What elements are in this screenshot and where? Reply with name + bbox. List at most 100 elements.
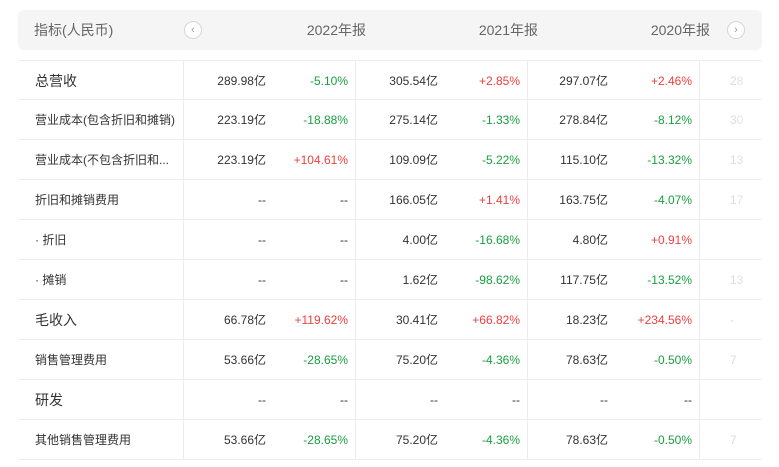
column-divider [527,380,528,419]
column-divider [699,140,700,179]
row-label: 毛收入 [35,312,77,328]
value-2021: 75.20亿 [395,353,438,367]
scroll-fade [722,100,762,139]
financial-table: 总营收 289.98亿 -5.10% 305.54亿 +2.85% 297.07亿 +2.4… [18,60,762,460]
change-2022: -- [340,273,348,287]
table-row-other-sga: 其他销售管理费用 53.66亿 -28.65% 75.20亿 -4.36% 78.63亿 -… [18,420,762,460]
scroll-fade [722,220,762,259]
table-header: 指标(人民币) ‹ 2022年报 2021年报 2020年报 › [18,10,762,50]
column-divider [183,140,184,179]
row-label: 营业成本(不包含折旧和... [35,153,169,167]
scroll-fade [722,180,762,219]
value-2020: 278.84亿 [559,113,608,127]
value-2020: 163.75亿 [559,193,608,207]
column-divider [527,220,528,259]
change-2021: -5.22% [481,153,520,167]
column-divider [699,340,700,379]
change-2022: -- [340,393,348,407]
table-row-depreciation: · 折旧 -- -- 4.00亿 -16.68% 4.80亿 +0.91% [18,220,762,260]
column-divider [183,61,184,99]
table-row-total-revenue: 总营收 289.98亿 -5.10% 305.54亿 +2.85% 297.07亿 +2.4… [18,60,762,100]
column-divider [527,61,528,99]
value-2021: 166.05亿 [389,193,438,207]
column-divider [183,180,184,219]
change-2020: +0.91% [650,233,692,247]
change-2022: -18.88% [303,113,348,127]
row-label: 总营收 [35,73,77,89]
column-divider [355,300,356,339]
value-2020: 4.80亿 [572,233,608,247]
column-divider [183,420,184,459]
change-2022: +119.62% [294,313,349,327]
column-divider [355,260,356,299]
column-divider [183,220,184,259]
scroll-fade [722,260,762,299]
row-label: 销售管理费用 [35,353,108,367]
change-2021: +1.41% [478,193,520,207]
column-divider [699,100,700,139]
column-divider [527,260,528,299]
value-2021: 275.14亿 [389,113,438,127]
row-label: 其他销售管理费用 [35,433,132,447]
change-2021: -4.36% [481,353,520,367]
value-2022: 289.98亿 [217,74,266,88]
column-divider [355,420,356,459]
value-2021: 30.41亿 [395,313,438,327]
table-row-cost-excl-da: 营业成本(不包含折旧和... 223.19亿 +104.61% 109.09亿 -5.2… [18,140,762,180]
change-2021: -- [512,393,520,407]
value-2021: 305.54亿 [389,74,438,88]
value-2022: 223.19亿 [217,113,266,127]
column-divider [527,300,528,339]
scroll-fade [722,340,762,379]
value-2020: 78.63亿 [565,353,608,367]
table-row-sga-expense: 销售管理费用 53.66亿 -28.65% 75.20亿 -4.36% 78.63亿 -0.… [18,340,762,380]
column-divider [699,300,700,339]
column-divider [355,220,356,259]
change-2022: +104.61% [293,153,348,167]
value-2022: 66.78亿 [223,313,266,327]
column-divider [183,100,184,139]
change-2020: +234.56% [637,313,692,327]
value-2022: -- [258,233,266,247]
row-label: · 折旧 [35,233,67,247]
scroll-fade [722,380,762,419]
column-divider [699,420,700,459]
change-2021: +66.82% [472,313,520,327]
value-2020: 117.75亿 [560,273,608,287]
change-2022: -5.10% [309,74,348,88]
table-row-cost-incl-da: 营业成本(包含折旧和摊销) 223.19亿 -18.88% 275.14亿 -1.33%… [18,100,762,140]
column-divider [355,61,356,99]
change-2020: -13.32% [647,153,692,167]
column-divider [527,180,528,219]
change-2021: +2.85% [478,74,520,88]
column-divider [527,100,528,139]
change-2021: -16.68% [475,233,520,247]
change-2021: -4.36% [481,433,520,447]
change-2020: -13.52% [647,273,692,287]
scroll-fade [722,140,762,179]
column-divider [527,340,528,379]
value-2022: -- [258,393,266,407]
change-2020: -0.50% [653,433,692,447]
column-divider [183,260,184,299]
column-divider [699,260,700,299]
column-divider [699,220,700,259]
value-2021: 75.20亿 [395,433,438,447]
change-2022: -- [340,193,348,207]
change-2020: -- [684,393,692,407]
change-2020: -8.12% [653,113,692,127]
chevron-left-icon[interactable]: ‹ [184,21,202,39]
column-divider [183,300,184,339]
change-2021: -98.62% [475,273,520,287]
change-2020: +2.46% [650,74,692,88]
value-2021: 109.09亿 [389,153,438,167]
table-row-amortization: · 摊销----1.62亿-98.62%117.75亿-13.52%13 [18,260,762,300]
row-label: 研发 [35,392,63,408]
year-header-2020: 2020年报 [650,22,710,38]
value-2020: -- [600,393,608,407]
value-2021: 4.00亿 [402,233,438,247]
chevron-right-icon[interactable]: › [727,21,745,39]
table-row-gross-income: 毛收入 66.78亿 +119.62% 30.41亿 +66.82% 18.23亿 +234… [18,300,762,340]
change-2020: -4.07% [653,193,692,207]
column-divider [355,340,356,379]
